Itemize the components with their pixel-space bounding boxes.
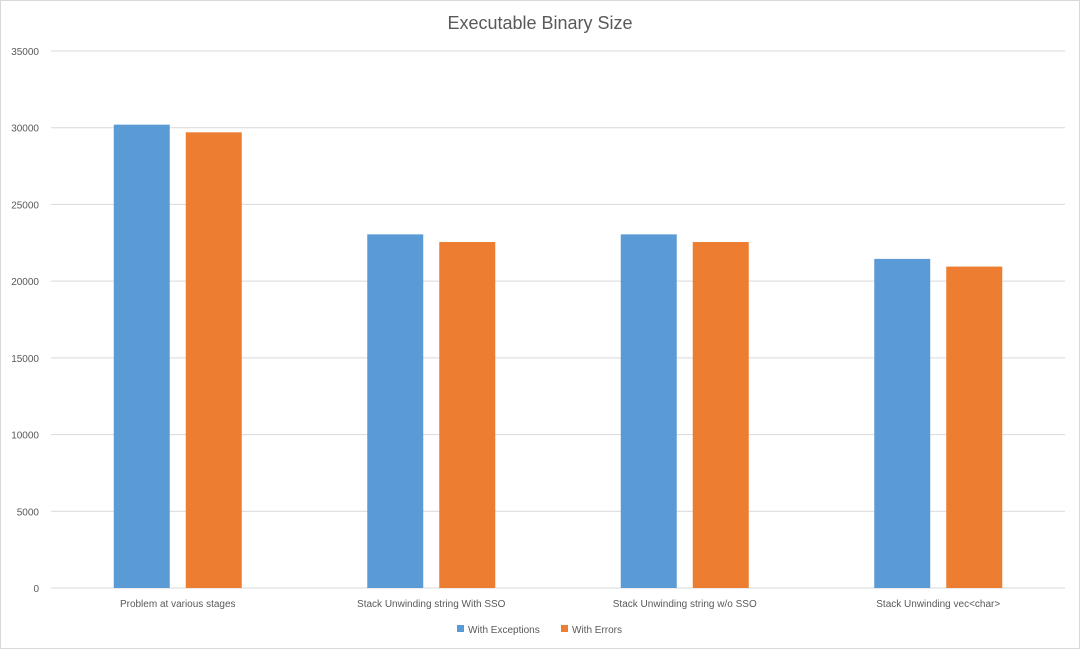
y-tick-label: 35000 (11, 47, 39, 58)
bar-with-exceptions (874, 258, 931, 588)
chart-title: Executable Binary Size (447, 13, 632, 33)
bar-with-exceptions (113, 124, 170, 588)
y-tick-label: 0 (33, 584, 39, 595)
bar-with-errors (946, 266, 1003, 588)
y-tick-label: 30000 (11, 124, 39, 135)
bar-with-errors (692, 242, 749, 589)
legend-label: With Errors (572, 625, 622, 636)
bar-with-errors (185, 132, 242, 588)
y-tick-label: 10000 (11, 431, 39, 442)
y-tick-label: 5000 (17, 507, 40, 518)
legend-swatch (457, 625, 464, 632)
y-tick-label: 25000 (11, 200, 39, 211)
legend: With Exceptions With Errors (457, 625, 622, 636)
x-tick-label: Problem at various stages (120, 599, 236, 610)
y-tick-label: 15000 (11, 354, 39, 365)
legend-label: With Exceptions (468, 625, 540, 636)
legend-swatch (561, 625, 568, 632)
y-tick-label: 20000 (11, 277, 39, 288)
bar-with-exceptions (620, 234, 677, 588)
x-axis-labels: Problem at various stages Stack Unwinding… (120, 599, 1000, 610)
bars (113, 124, 1003, 589)
bar-with-errors (439, 242, 496, 589)
y-axis-ticks: 0 5000 10000 15000 20000 25000 30000 35000 (11, 47, 39, 595)
bar-with-exceptions (367, 234, 424, 588)
x-tick-label: Stack Unwinding string With SSO (357, 599, 506, 610)
x-tick-label: Stack Unwinding string w/o SSO (613, 599, 757, 610)
x-tick-label: Stack Unwinding vec<char> (876, 599, 1000, 610)
